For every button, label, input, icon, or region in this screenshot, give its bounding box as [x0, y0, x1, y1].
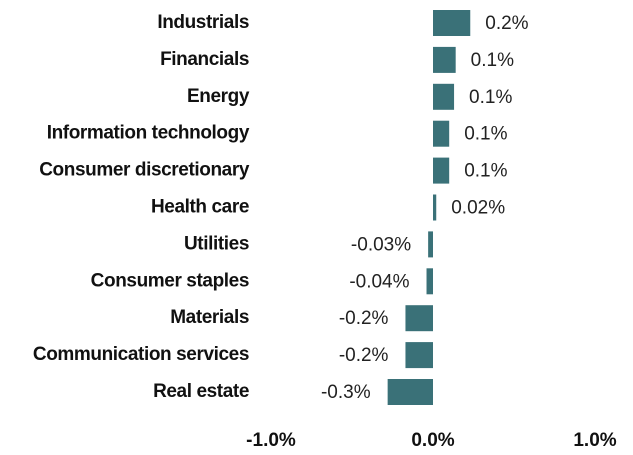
x-tick-label: -1.0%	[246, 430, 296, 451]
value-label: 0.02%	[451, 198, 505, 219]
value-label: 0.1%	[464, 161, 507, 182]
value-label: 0.1%	[464, 124, 507, 145]
bar	[433, 83, 455, 110]
bar	[428, 231, 433, 258]
bar	[433, 194, 437, 221]
bar	[405, 305, 433, 332]
category-label: Consumer discretionary	[39, 160, 250, 181]
bar	[387, 379, 433, 405]
bar	[433, 10, 471, 36]
category-label: Industrials	[157, 12, 249, 33]
value-label: 0.2%	[485, 13, 528, 34]
value-label: 0.1%	[469, 87, 512, 108]
value-label: -0.2%	[339, 345, 389, 366]
category-label: Health care	[151, 197, 249, 218]
category-label: Energy	[187, 86, 250, 107]
category-label: Consumer staples	[91, 270, 249, 291]
bar	[426, 268, 433, 295]
bar	[433, 46, 456, 73]
value-label: 0.1%	[471, 50, 514, 71]
category-label: Real estate	[153, 381, 249, 402]
category-label: Communication services	[33, 344, 249, 365]
category-label: Financials	[160, 49, 249, 70]
bar	[433, 120, 450, 147]
x-tick-label: 0.0%	[411, 430, 454, 451]
value-label: -0.03%	[351, 234, 411, 255]
category-label: Utilities	[184, 233, 249, 254]
value-label: -0.3%	[321, 382, 371, 403]
category-label: Information technology	[47, 123, 250, 144]
bar	[405, 342, 433, 369]
value-label: -0.04%	[349, 271, 409, 292]
value-label: -0.2%	[339, 308, 389, 329]
x-tick-label: 1.0%	[573, 430, 616, 451]
category-label: Materials	[170, 307, 249, 328]
bar	[433, 157, 450, 184]
